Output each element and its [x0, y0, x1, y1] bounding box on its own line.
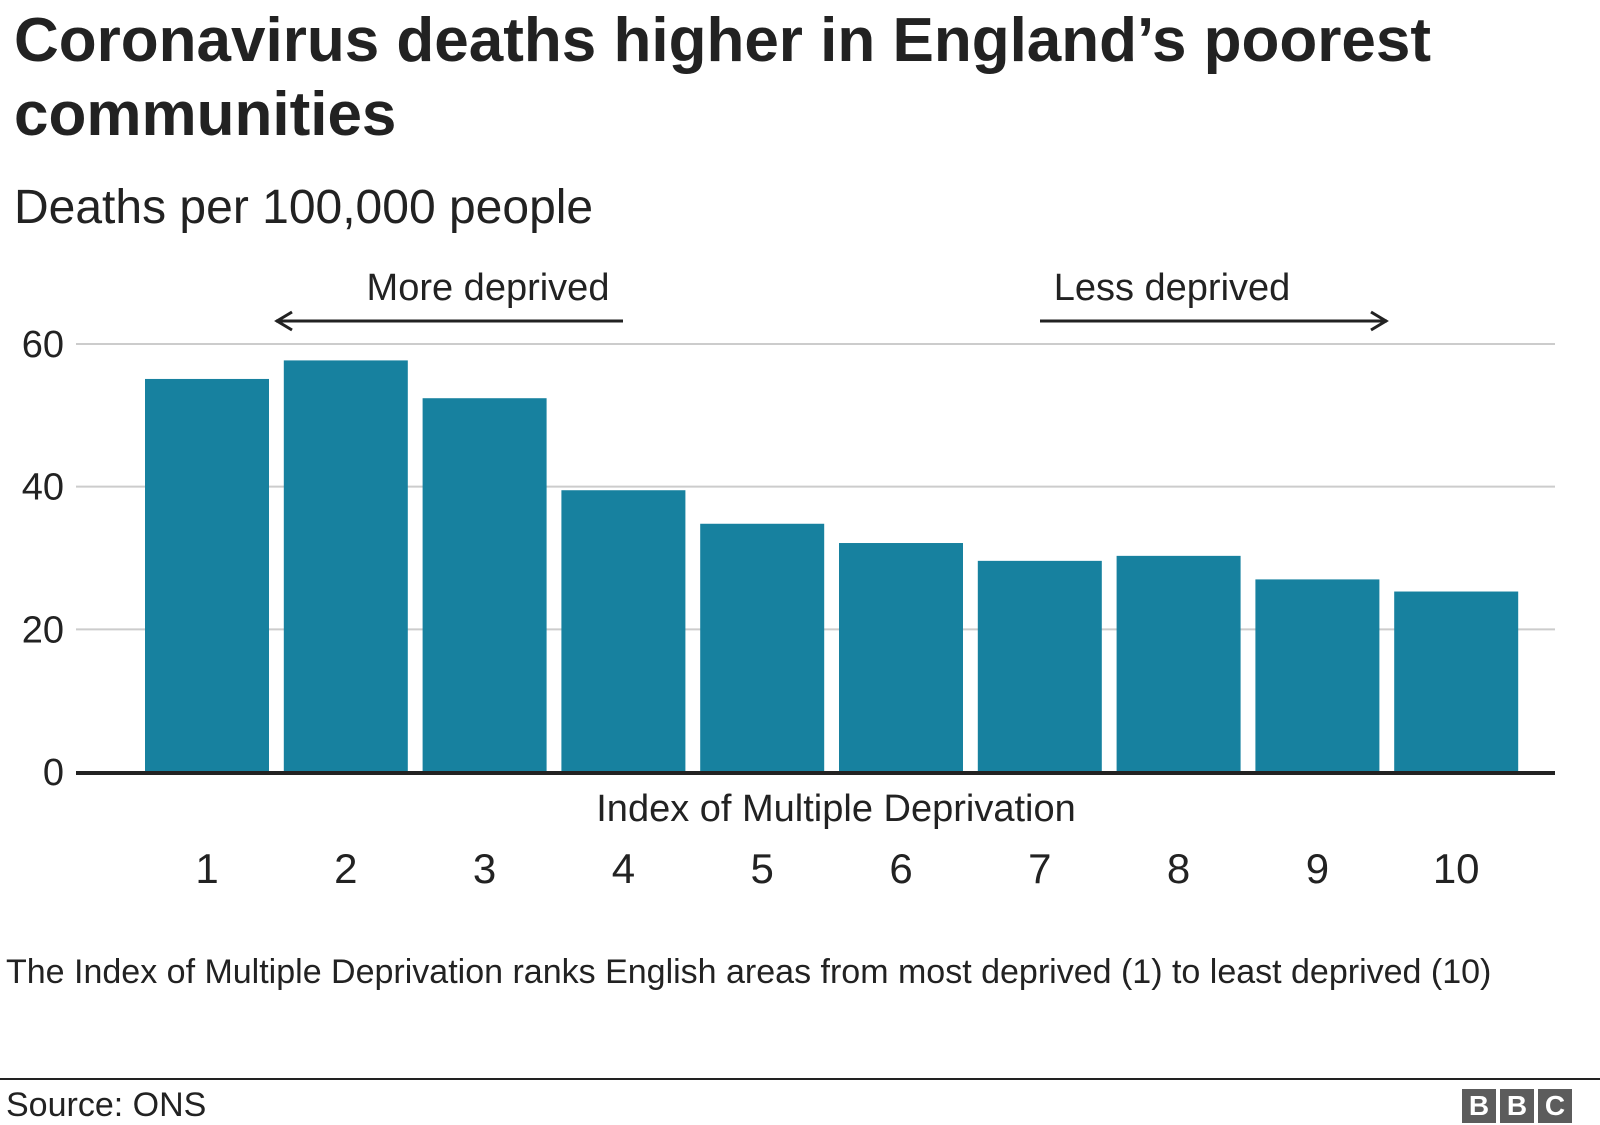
- bar-chart: 0 20 40 60 More deprived Less deprived Inde…: [22, 267, 1555, 892]
- x-tick-label-3: 3: [473, 845, 496, 892]
- x-tick-label-10: 10: [1433, 845, 1480, 892]
- chart-subtitle: Deaths per 100,000 people: [14, 181, 594, 234]
- y-tick-label-0: 0: [43, 752, 64, 794]
- x-tick-label-9: 9: [1306, 845, 1329, 892]
- chart-title: Coronavirus deaths higher in England’s p…: [14, 6, 1432, 149]
- bbc-logo: B B C: [1462, 1089, 1572, 1123]
- bar-10: [1394, 591, 1519, 772]
- annotation-more-deprived: More deprived: [367, 267, 610, 309]
- logo-letter-b2: B: [1500, 1089, 1534, 1123]
- x-axis-label: Index of Multiple Deprivation: [596, 788, 1075, 830]
- bar-4: [561, 490, 686, 772]
- bar-8: [1116, 555, 1241, 772]
- bar-2: [283, 360, 408, 772]
- x-tick-label-7: 7: [1028, 845, 1051, 892]
- x-tick-label-2: 2: [334, 845, 357, 892]
- arrow-left: [274, 310, 623, 332]
- x-tick-label-1: 1: [195, 845, 218, 892]
- bar-1: [145, 378, 269, 772]
- y-tick-label-40: 40: [22, 467, 64, 509]
- bar-7: [977, 560, 1102, 772]
- source-label: Source: ONS: [6, 1086, 207, 1124]
- x-tick-label-4: 4: [612, 845, 635, 892]
- bar-9: [1255, 579, 1380, 772]
- arrow-right: [1040, 310, 1389, 332]
- y-tick-label-60: 60: [22, 324, 64, 366]
- bar-5: [700, 523, 825, 772]
- x-tick-label-5: 5: [751, 845, 774, 892]
- logo-letter-c: C: [1538, 1089, 1572, 1123]
- bar-6: [839, 543, 963, 772]
- x-tick-label-8: 8: [1167, 845, 1190, 892]
- y-axis-ticks: 0 20 40 60: [22, 324, 64, 794]
- logo-letter-b1: B: [1462, 1089, 1496, 1123]
- x-axis-ticks: 1 2 3 4 5 6 7 8 9 10: [195, 845, 1479, 892]
- bars: [145, 360, 1519, 772]
- chart-footnote: The Index of Multiple Deprivation ranks …: [6, 953, 1492, 991]
- bar-3: [422, 398, 547, 772]
- x-tick-label-6: 6: [889, 845, 912, 892]
- footer-divider: [0, 1078, 1600, 1080]
- y-tick-label-20: 20: [22, 609, 64, 651]
- annotation-less-deprived: Less deprived: [1054, 267, 1291, 309]
